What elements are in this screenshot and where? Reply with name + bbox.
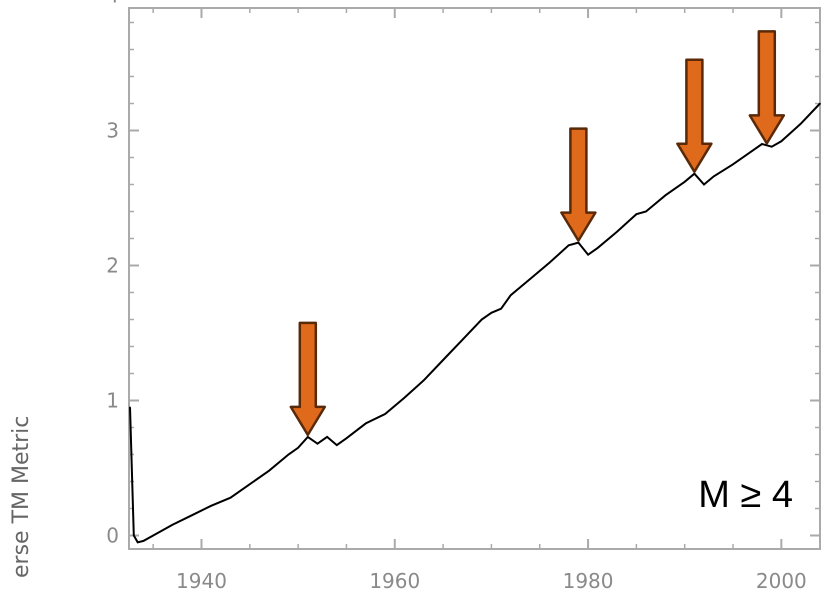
series-point (703, 183, 705, 186)
series-point (799, 122, 802, 125)
orange-arrow (289, 321, 327, 437)
x-tick-labels: 1940 1960 1980 2000 (176, 569, 807, 593)
series-point (442, 359, 444, 361)
series-point (480, 318, 483, 321)
series-point (152, 534, 154, 537)
y-tick-label: 4 (106, 0, 119, 8)
series-point (422, 379, 425, 382)
y-tick-label: 3 (106, 119, 119, 143)
x-tick-label: 1960 (369, 569, 420, 593)
series-point (751, 149, 754, 152)
series-points (129, 102, 821, 544)
series-point (664, 194, 667, 197)
series-point (693, 172, 696, 175)
series-point (191, 514, 193, 517)
series-point (403, 397, 406, 399)
series-point (335, 444, 338, 446)
series-point (345, 437, 348, 440)
y-tick-label: 2 (106, 254, 119, 278)
orange-arrow (676, 58, 713, 173)
x-tick-label: 2000 (756, 569, 807, 593)
series-point (780, 140, 783, 143)
series-point (249, 483, 251, 486)
series-point (567, 244, 570, 247)
series-point (500, 307, 502, 310)
series-point (384, 413, 386, 415)
event-arrows (289, 30, 786, 437)
series-point (461, 338, 464, 341)
x-tick-label: 1940 (176, 569, 227, 593)
series-point (770, 145, 773, 148)
series-point (287, 453, 290, 456)
magnitude-annotation: M ≥ 4 (698, 474, 793, 516)
series-point (326, 436, 328, 438)
orange-arrow (748, 30, 786, 145)
series-point (596, 247, 599, 249)
series-point (306, 436, 309, 438)
series-point (635, 213, 638, 215)
plot-frame (128, 7, 821, 550)
series-point (490, 311, 493, 314)
series-point (142, 540, 145, 542)
series-point (548, 262, 551, 264)
series-point (761, 143, 763, 145)
series-point (129, 406, 131, 409)
series-point (364, 422, 367, 425)
series-point (509, 294, 512, 297)
y-axis-label: erse TM Metric (9, 416, 34, 578)
series-point (210, 505, 212, 507)
series-point (732, 163, 734, 166)
series-point (297, 446, 299, 449)
series-point (529, 278, 531, 280)
y-tick-label: 1 (106, 389, 119, 413)
series-point (577, 241, 580, 244)
series-point (133, 534, 135, 537)
series-point (712, 175, 715, 178)
series-point (229, 496, 232, 499)
y-tick-labels: 0 1 2 3 4 (106, 0, 119, 548)
series-point (645, 210, 647, 213)
series-point (587, 253, 589, 256)
series-point (819, 102, 821, 105)
series-point (316, 442, 319, 445)
series-point (136, 541, 139, 544)
orange-arrow (560, 127, 597, 242)
y-tick-label: 0 (106, 524, 119, 548)
x-tick-label: 1980 (563, 569, 614, 593)
series-point (616, 230, 618, 233)
series-point (268, 469, 270, 472)
series-point (171, 523, 174, 526)
series-point (683, 181, 686, 183)
